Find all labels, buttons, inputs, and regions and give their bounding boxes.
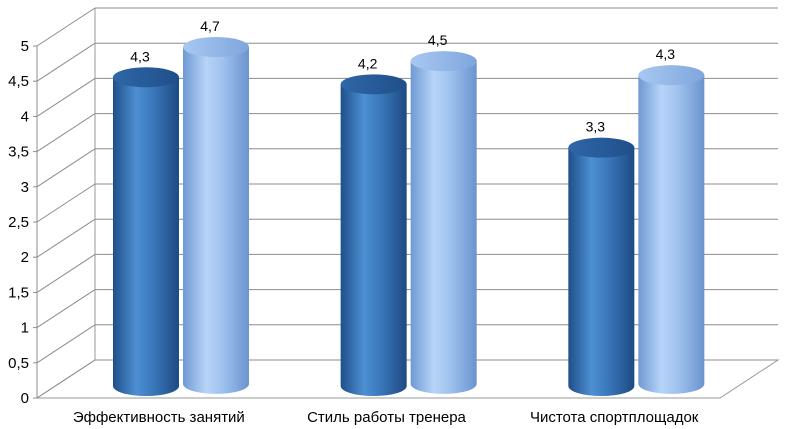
- bar-top: [638, 65, 705, 86]
- gridline-side: [36, 7, 96, 47]
- data-label: 4,3: [656, 46, 676, 62]
- bar-body: [183, 47, 249, 394]
- bar-top: [340, 74, 407, 95]
- bar-1-1: [410, 51, 477, 394]
- gridline-side: [36, 218, 96, 258]
- gridline-side: [36, 359, 96, 399]
- y-tick-label: 4,5: [8, 73, 29, 90]
- y-tick-label: 3,5: [8, 144, 29, 161]
- bar-top: [183, 37, 249, 58]
- bar-body: [638, 75, 705, 394]
- gridline-side: [36, 113, 96, 153]
- y-tick-label: 0: [21, 390, 29, 407]
- gridline-side: [36, 77, 96, 117]
- bar-0-1: [183, 37, 249, 394]
- y-tick-label: 0,5: [8, 355, 29, 372]
- y-tick-label: 3: [21, 179, 29, 196]
- bar-0-0: [113, 67, 179, 396]
- bar-body: [568, 147, 635, 397]
- data-label: 4,2: [358, 55, 378, 71]
- x-category-label: Чистота спортплощадок: [530, 409, 699, 426]
- gridline-side: [36, 289, 96, 329]
- y-tick-label: 1: [21, 320, 29, 337]
- gridline-side: [36, 148, 96, 188]
- gridline-side: [36, 183, 96, 223]
- bar-2-1: [638, 65, 705, 394]
- y-tick-label: 1,5: [8, 284, 29, 301]
- y-tick-label: 2,5: [8, 214, 29, 231]
- bar-top: [113, 67, 179, 88]
- gridline-side: [36, 253, 96, 293]
- bar-body: [113, 77, 179, 396]
- data-label: 4,7: [200, 18, 220, 34]
- data-label: 4,5: [428, 32, 448, 48]
- y-tick-label: 5: [21, 38, 29, 55]
- x-category-label: Стиль работы тренера: [307, 409, 466, 426]
- gridline-side: [36, 324, 96, 364]
- bar-top: [568, 137, 635, 158]
- bar-body: [410, 61, 477, 394]
- gridline-side: [36, 42, 96, 82]
- bar-top: [410, 51, 477, 72]
- bar-1-0: [340, 74, 407, 397]
- y-tick-label: 4: [21, 108, 29, 125]
- bar-2-0: [568, 137, 635, 397]
- bar-body: [340, 84, 407, 397]
- x-category-label: Эффективность занятий: [73, 409, 245, 426]
- data-label: 3,3: [586, 119, 606, 135]
- y-tick-label: 2: [21, 249, 29, 266]
- data-label: 4,3: [130, 48, 150, 64]
